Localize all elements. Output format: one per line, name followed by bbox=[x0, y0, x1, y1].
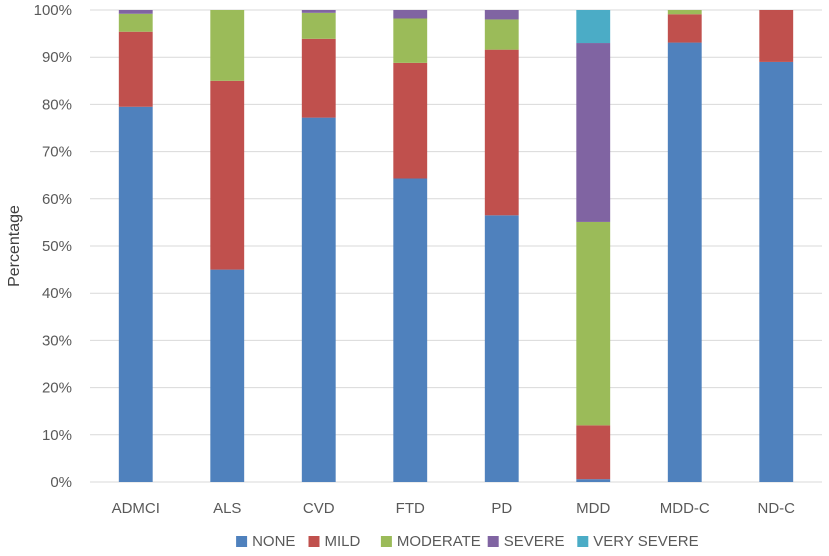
legend: NONE MILD MODERATE SEVERE VERY SEVERE bbox=[236, 533, 699, 550]
x-tick-label: ALS bbox=[213, 500, 241, 517]
legend-item-moderate: MODERATE bbox=[380, 533, 481, 550]
bar-als-mild bbox=[210, 80, 245, 270]
bar-cvd-none bbox=[301, 117, 336, 482]
bar-ftd-severe bbox=[393, 10, 428, 19]
legend-label: NONE bbox=[252, 533, 295, 550]
bar-ftd-mild bbox=[393, 62, 428, 179]
y-tick-label: 90% bbox=[42, 49, 72, 66]
y-tick-label: 50% bbox=[42, 238, 72, 255]
bar-admci-moderate bbox=[118, 13, 153, 32]
bar-mdd-very-severe bbox=[576, 10, 611, 44]
bar-admci-none bbox=[118, 106, 153, 482]
bar-als-moderate bbox=[210, 10, 245, 81]
legend-item-none: NONE bbox=[236, 533, 295, 550]
y-tick-label: 10% bbox=[42, 427, 72, 444]
x-tick-label: MDD bbox=[576, 500, 610, 517]
bar-cvd-severe bbox=[301, 10, 336, 13]
x-tick-label: PD bbox=[491, 500, 512, 517]
bar-nd-c-mild bbox=[759, 10, 794, 62]
bar-ftd-none bbox=[393, 178, 428, 482]
bar-pd-severe bbox=[484, 10, 519, 20]
bar-admci-severe bbox=[118, 10, 153, 14]
y-tick-label: 30% bbox=[42, 332, 72, 349]
y-tick-label: 20% bbox=[42, 380, 72, 397]
bar-als-none bbox=[210, 269, 245, 482]
legend-label: SEVERE bbox=[504, 533, 565, 550]
bar-pd-none bbox=[484, 215, 519, 482]
legend-item-mild: MILD bbox=[308, 533, 361, 550]
legend-swatch bbox=[577, 536, 589, 547]
bar-mdd-mild bbox=[576, 425, 611, 480]
y-tick-label: 60% bbox=[42, 191, 72, 208]
y-tick-label: 40% bbox=[42, 285, 72, 302]
legend-swatch bbox=[380, 536, 392, 547]
x-axis-ticks: ADMCI ALS CVD FTD PD MDD MDD-C ND-C bbox=[112, 500, 796, 517]
legend-label: VERY SEVERE bbox=[593, 533, 698, 550]
y-tick-label: 80% bbox=[42, 96, 72, 113]
bar-nd-c-none bbox=[759, 61, 794, 483]
bar-admci-mild bbox=[118, 31, 153, 107]
bar-mdd-c-none bbox=[667, 42, 702, 483]
x-tick-label: MDD-C bbox=[660, 500, 710, 517]
x-tick-label: FTD bbox=[396, 500, 425, 517]
legend-label: MILD bbox=[325, 533, 361, 550]
bar-mdd-none bbox=[576, 479, 611, 482]
bar-pd-mild bbox=[484, 49, 519, 216]
legend-label: MODERATE bbox=[397, 533, 481, 550]
bar-cvd-moderate bbox=[301, 12, 336, 39]
bar-ftd-moderate bbox=[393, 18, 428, 63]
bar-mdd-severe bbox=[576, 43, 611, 222]
x-tick-label: ND-C bbox=[758, 500, 796, 517]
x-tick-label: CVD bbox=[303, 500, 335, 517]
legend-swatch bbox=[308, 536, 320, 547]
legend-item-very-severe: VERY SEVERE bbox=[577, 533, 699, 550]
gridlines bbox=[90, 9, 822, 483]
bar-cvd-mild bbox=[301, 38, 336, 118]
bar-mdd-moderate bbox=[576, 221, 611, 426]
y-tick-label: 100% bbox=[34, 2, 72, 19]
y-tick-label: 70% bbox=[42, 144, 72, 161]
legend-swatch bbox=[487, 536, 499, 547]
bars bbox=[118, 10, 794, 483]
x-tick-label: ADMCI bbox=[112, 500, 160, 517]
bar-mdd-c-mild bbox=[667, 14, 702, 43]
y-tick-label: 0% bbox=[50, 474, 72, 491]
bar-pd-moderate bbox=[484, 19, 519, 50]
bar-mdd-c-moderate bbox=[667, 10, 702, 15]
y-axis-ticks: 0% 10% 20% 30% 40% 50% 60% 70% 80% 90% 100% bbox=[34, 2, 72, 491]
y-axis-title: Percentage bbox=[6, 205, 23, 287]
legend-swatch bbox=[236, 536, 248, 547]
legend-item-severe: SEVERE bbox=[487, 533, 565, 550]
